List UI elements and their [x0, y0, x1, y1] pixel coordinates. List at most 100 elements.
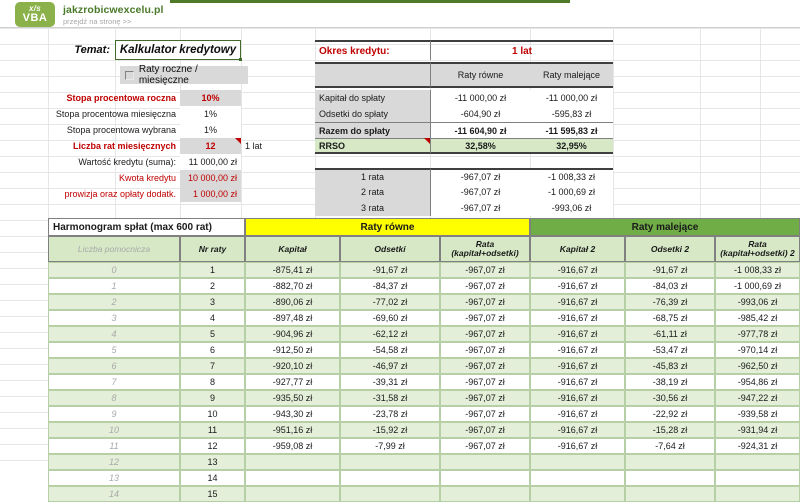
cell-r4-c7[interactable]: -977,78 zł — [715, 326, 800, 342]
cell-r5-c3[interactable]: -54,58 zł — [340, 342, 440, 358]
cell-r1-c5[interactable]: -916,67 zł — [530, 278, 625, 294]
cell-r13-c6[interactable] — [625, 470, 715, 486]
cell-r3-c2[interactable]: -897,48 zł — [245, 310, 340, 326]
site-name[interactable]: jakzrobicwexcelu.pl — [63, 4, 164, 16]
cell-r10-c0[interactable]: 10 — [48, 422, 180, 438]
cell-r3-c4[interactable]: -967,07 zł — [440, 310, 530, 326]
cell-r7-c3[interactable]: -39,31 zł — [340, 374, 440, 390]
cell-r4-c3[interactable]: -62,12 zł — [340, 326, 440, 342]
cell-r0-c6[interactable]: -91,67 zł — [625, 262, 715, 278]
cell-r14-c2[interactable] — [245, 486, 340, 502]
cell-r1-c1[interactable]: 2 — [180, 278, 245, 294]
cell-r6-c5[interactable]: -916,67 zł — [530, 358, 625, 374]
cell-r11-c2[interactable]: -959,08 zł — [245, 438, 340, 454]
cell-r0-c0[interactable]: 0 — [48, 262, 180, 278]
cell-r2-c6[interactable]: -76,39 zł — [625, 294, 715, 310]
cell-r4-c4[interactable]: -967,07 zł — [440, 326, 530, 342]
cell-r11-c1[interactable]: 12 — [180, 438, 245, 454]
cell-r8-c7[interactable]: -947,22 zł — [715, 390, 800, 406]
param-value-5[interactable]: 10 000,00 zł — [180, 170, 241, 186]
site-subtitle[interactable]: przejdź na stronę >> — [63, 17, 132, 26]
cell-r5-c7[interactable]: -970,14 zł — [715, 342, 800, 358]
cell-r9-c1[interactable]: 10 — [180, 406, 245, 422]
cell-r7-c0[interactable]: 7 — [48, 374, 180, 390]
cell-r14-c6[interactable] — [625, 486, 715, 502]
cell-r13-c4[interactable] — [440, 470, 530, 486]
cell-r13-c3[interactable] — [340, 470, 440, 486]
cell-r6-c0[interactable]: 6 — [48, 358, 180, 374]
cell-r5-c0[interactable]: 5 — [48, 342, 180, 358]
param-value-1[interactable]: 1% — [180, 106, 241, 122]
cell-r1-c7[interactable]: -1 000,69 zł — [715, 278, 800, 294]
cell-r13-c5[interactable] — [530, 470, 625, 486]
cell-r10-c6[interactable]: -15,28 zł — [625, 422, 715, 438]
cell-r9-c4[interactable]: -967,07 zł — [440, 406, 530, 422]
cell-r11-c0[interactable]: 11 — [48, 438, 180, 454]
cell-r1-c6[interactable]: -84,03 zł — [625, 278, 715, 294]
cell-r2-c4[interactable]: -967,07 zł — [440, 294, 530, 310]
cell-r8-c5[interactable]: -916,67 zł — [530, 390, 625, 406]
cell-r5-c6[interactable]: -53,47 zł — [625, 342, 715, 358]
cell-r7-c6[interactable]: -38,19 zł — [625, 374, 715, 390]
cell-r11-c4[interactable]: -967,07 zł — [440, 438, 530, 454]
cell-r6-c2[interactable]: -920,10 zł — [245, 358, 340, 374]
cell-r6-c7[interactable]: -962,50 zł — [715, 358, 800, 374]
param-value-4[interactable]: 11 000,00 zł — [180, 154, 241, 170]
cell-r11-c7[interactable]: -924,31 zł — [715, 438, 800, 454]
cell-r12-c3[interactable] — [340, 454, 440, 470]
cell-r8-c3[interactable]: -31,58 zł — [340, 390, 440, 406]
cell-r9-c7[interactable]: -939,58 zł — [715, 406, 800, 422]
cell-r12-c7[interactable] — [715, 454, 800, 470]
cell-r11-c3[interactable]: -7,99 zł — [340, 438, 440, 454]
cell-r9-c2[interactable]: -943,30 zł — [245, 406, 340, 422]
cell-r3-c3[interactable]: -69,60 zł — [340, 310, 440, 326]
cell-r7-c4[interactable]: -967,07 zł — [440, 374, 530, 390]
cell-r6-c1[interactable]: 7 — [180, 358, 245, 374]
cell-r13-c2[interactable] — [245, 470, 340, 486]
cell-r8-c2[interactable]: -935,50 zł — [245, 390, 340, 406]
cell-r14-c5[interactable] — [530, 486, 625, 502]
period-value[interactable]: 1 lat — [430, 40, 613, 60]
cell-r1-c0[interactable]: 1 — [48, 278, 180, 294]
selection-handle[interactable] — [239, 58, 242, 61]
param-value-6[interactable]: 1 000,00 zł — [180, 186, 241, 202]
cell-r13-c7[interactable] — [715, 470, 800, 486]
cell-r11-c6[interactable]: -7,64 zł — [625, 438, 715, 454]
cell-r7-c2[interactable]: -927,77 zł — [245, 374, 340, 390]
cell-r2-c5[interactable]: -916,67 zł — [530, 294, 625, 310]
cell-r1-c4[interactable]: -967,07 zł — [440, 278, 530, 294]
cell-r14-c3[interactable] — [340, 486, 440, 502]
cell-r3-c6[interactable]: -68,75 zł — [625, 310, 715, 326]
cell-r6-c6[interactable]: -45,83 zł — [625, 358, 715, 374]
cell-r5-c5[interactable]: -916,67 zł — [530, 342, 625, 358]
cell-r10-c7[interactable]: -931,94 zł — [715, 422, 800, 438]
cell-r3-c5[interactable]: -916,67 zł — [530, 310, 625, 326]
cell-r2-c1[interactable]: 3 — [180, 294, 245, 310]
cell-r4-c2[interactable]: -904,96 zł — [245, 326, 340, 342]
cell-r10-c2[interactable]: -951,16 zł — [245, 422, 340, 438]
cell-r9-c6[interactable]: -22,92 zł — [625, 406, 715, 422]
annual-monthly-checkbox-row[interactable]: Raty roczne / miesięczne — [120, 64, 248, 86]
cell-r2-c2[interactable]: -890,06 zł — [245, 294, 340, 310]
cell-r0-c1[interactable]: 1 — [180, 262, 245, 278]
cell-r0-c3[interactable]: -91,67 zł — [340, 262, 440, 278]
cell-r10-c3[interactable]: -15,92 zł — [340, 422, 440, 438]
cell-r14-c7[interactable] — [715, 486, 800, 502]
param-value-3[interactable]: 12 — [180, 138, 241, 154]
cell-r9-c5[interactable]: -916,67 zł — [530, 406, 625, 422]
cell-r0-c7[interactable]: -1 008,33 zł — [715, 262, 800, 278]
cell-r7-c5[interactable]: -916,67 zł — [530, 374, 625, 390]
cell-r3-c1[interactable]: 4 — [180, 310, 245, 326]
cell-r3-c0[interactable]: 3 — [48, 310, 180, 326]
cell-r4-c6[interactable]: -61,11 zł — [625, 326, 715, 342]
cell-r4-c0[interactable]: 4 — [48, 326, 180, 342]
cell-r12-c2[interactable] — [245, 454, 340, 470]
cell-r10-c1[interactable]: 11 — [180, 422, 245, 438]
param-value-0[interactable]: 10% — [180, 90, 241, 106]
topic-value-cell[interactable]: Kalkulator kredytowy — [115, 40, 241, 60]
cell-r12-c1[interactable]: 13 — [180, 454, 245, 470]
cell-r10-c4[interactable]: -967,07 zł — [440, 422, 530, 438]
cell-r2-c3[interactable]: -77,02 zł — [340, 294, 440, 310]
cell-r6-c3[interactable]: -46,97 zł — [340, 358, 440, 374]
cell-r12-c5[interactable] — [530, 454, 625, 470]
